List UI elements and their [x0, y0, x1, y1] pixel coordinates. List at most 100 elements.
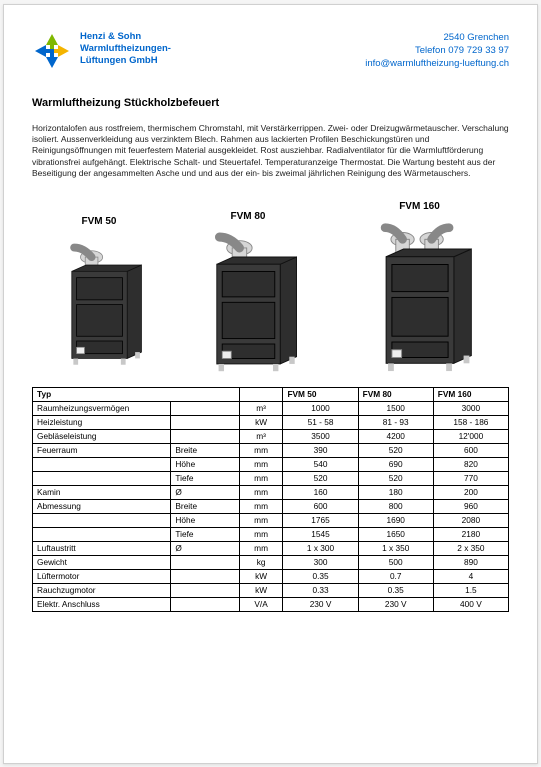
table-header-row: TypFVM 50FVM 80FVM 160: [33, 387, 509, 401]
cell-sublabel: Höhe: [171, 513, 239, 527]
table-row: KaminØmm160180200: [33, 485, 509, 499]
cell-value: 800: [358, 499, 433, 513]
company-line: Henzi & Sohn: [80, 31, 171, 43]
cell-label: Gewicht: [33, 555, 171, 569]
cell-value: 0.35: [283, 569, 358, 583]
cell-value: 1000: [283, 401, 358, 415]
cell-value: 520: [358, 443, 433, 457]
cell-value: 1500: [358, 401, 433, 415]
cell-value: 1650: [358, 527, 433, 541]
cell-value: 200: [433, 485, 508, 499]
cell-unit: mm: [239, 499, 283, 513]
spec-table: TypFVM 50FVM 80FVM 160Raumheizungsvermög…: [32, 387, 509, 612]
cell-label: Abmessung: [33, 499, 171, 513]
cell-unit: mm: [239, 485, 283, 499]
cell-value: 890: [433, 555, 508, 569]
contact-city: 2540 Grenchen: [365, 31, 509, 44]
cell-unit: mm: [239, 471, 283, 485]
table-row: HeizleistungkW51 - 5881 - 93158 - 186: [33, 415, 509, 429]
cell-value: 600: [283, 499, 358, 513]
cell-unit: m³: [239, 429, 283, 443]
cell-label: Rauchzugmotor: [33, 583, 171, 597]
cell-value: 0.33: [283, 583, 358, 597]
th-model: FVM 50: [283, 387, 358, 401]
cell-unit: mm: [239, 457, 283, 471]
heater-icon: [186, 228, 311, 373]
cell-sublabel: [171, 583, 239, 597]
cell-sublabel: Ø: [171, 541, 239, 555]
cell-label: Gebläseleistung: [33, 429, 171, 443]
cell-label: Lüftermotor: [33, 569, 171, 583]
page-header: Henzi & Sohn Warmluftheizungen- Lüftunge…: [32, 31, 509, 71]
cell-sublabel: [171, 429, 239, 443]
model-column: FVM 160: [350, 201, 490, 373]
cell-sublabel: [171, 569, 239, 583]
cell-unit: V/A: [239, 597, 283, 611]
cell-unit: kW: [239, 569, 283, 583]
cell-sublabel: Breite: [171, 443, 239, 457]
cell-value: 500: [358, 555, 433, 569]
cell-value: 1.5: [433, 583, 508, 597]
th-unit: [239, 387, 283, 401]
cell-unit: m³: [239, 401, 283, 415]
cell-sublabel: Ø: [171, 485, 239, 499]
cell-value: 1690: [358, 513, 433, 527]
heater-icon: [52, 233, 147, 373]
company-line: Lüftungen GmbH: [80, 55, 171, 67]
table-row: Raumheizungsvermögenm³100015003000: [33, 401, 509, 415]
cell-label: Elektr. Anschluss: [33, 597, 171, 611]
cell-value: 400 V: [433, 597, 508, 611]
table-row: LuftaustrittØmm1 x 3001 x 3502 x 350: [33, 541, 509, 555]
model-label: FVM 160: [399, 201, 440, 212]
cell-value: 4200: [358, 429, 433, 443]
cell-label: Heizleistung: [33, 415, 171, 429]
cell-value: 12'000: [433, 429, 508, 443]
cell-label: [33, 527, 171, 541]
cell-unit: kW: [239, 415, 283, 429]
cell-value: 180: [358, 485, 433, 499]
table-row: Höhemm176516902080: [33, 513, 509, 527]
table-row: Gewichtkg300500890: [33, 555, 509, 569]
cell-value: 2 x 350: [433, 541, 508, 555]
model-label: FVM 80: [230, 211, 265, 222]
description-text: Horizontalofen aus rostfreiem, thermisch…: [32, 123, 509, 180]
cell-label: Kamin: [33, 485, 171, 499]
table-row: RauchzugmotorkW0.330.351.5: [33, 583, 509, 597]
company-logo-icon: [32, 31, 72, 71]
cell-sublabel: [171, 597, 239, 611]
cell-value: 160: [283, 485, 358, 499]
model-column: FVM 80: [186, 211, 311, 373]
cell-value: 3000: [433, 401, 508, 415]
cell-value: 1765: [283, 513, 358, 527]
cell-value: 300: [283, 555, 358, 569]
table-row: LüftermotorkW0.350.74: [33, 569, 509, 583]
cell-label: [33, 513, 171, 527]
document-page: Henzi & Sohn Warmluftheizungen- Lüftunge…: [3, 4, 538, 764]
model-column: FVM 50: [52, 216, 147, 373]
th-model: FVM 80: [358, 387, 433, 401]
cell-value: 4: [433, 569, 508, 583]
cell-sublabel: Breite: [171, 499, 239, 513]
cell-sublabel: Höhe: [171, 457, 239, 471]
table-row: Tiefemm154516502180: [33, 527, 509, 541]
cell-label: [33, 471, 171, 485]
cell-value: 690: [358, 457, 433, 471]
cell-value: 51 - 58: [283, 415, 358, 429]
logo-block: Henzi & Sohn Warmluftheizungen- Lüftunge…: [32, 31, 171, 71]
cell-value: 1 x 300: [283, 541, 358, 555]
cell-unit: mm: [239, 443, 283, 457]
cell-value: 520: [358, 471, 433, 485]
cell-value: 600: [433, 443, 508, 457]
cell-value: 2080: [433, 513, 508, 527]
contact-phone: Telefon 079 729 33 97: [365, 44, 509, 57]
contact-block: 2540 Grenchen Telefon 079 729 33 97 info…: [365, 31, 509, 71]
cell-value: 158 - 186: [433, 415, 508, 429]
cell-value: 1545: [283, 527, 358, 541]
cell-value: 390: [283, 443, 358, 457]
th-model: FVM 160: [433, 387, 508, 401]
cell-value: 3500: [283, 429, 358, 443]
page-title: Warmluftheizung Stückholzbefeuert: [32, 97, 509, 109]
table-row: Gebläseleistung m³3500420012'000: [33, 429, 509, 443]
company-line: Warmluftheizungen-: [80, 43, 171, 55]
cell-value: 770: [433, 471, 508, 485]
